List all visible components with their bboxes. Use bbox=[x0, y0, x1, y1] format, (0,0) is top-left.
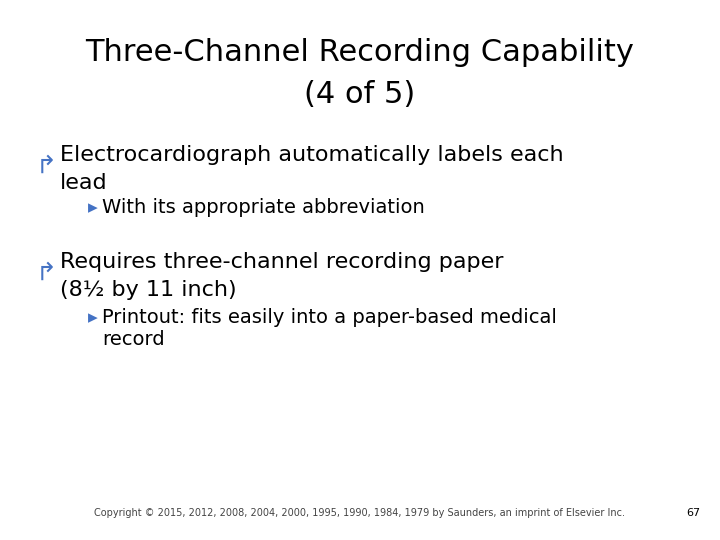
Text: ▸: ▸ bbox=[88, 308, 98, 327]
Text: Copyright © 2015, 2012, 2008, 2004, 2000, 1995, 1990, 1984, 1979 by Saunders, an: Copyright © 2015, 2012, 2008, 2004, 2000… bbox=[94, 508, 626, 518]
Text: ↲: ↲ bbox=[27, 255, 48, 279]
Text: (4 of 5): (4 of 5) bbox=[305, 80, 415, 109]
Text: 67: 67 bbox=[686, 508, 700, 518]
Text: lead: lead bbox=[60, 173, 107, 193]
Text: (8½ by 11 inch): (8½ by 11 inch) bbox=[60, 280, 237, 300]
Text: record: record bbox=[102, 330, 165, 349]
Text: ↲: ↲ bbox=[27, 148, 48, 172]
Text: Electrocardiograph automatically labels each: Electrocardiograph automatically labels … bbox=[60, 145, 564, 165]
Text: Requires three-channel recording paper: Requires three-channel recording paper bbox=[60, 252, 503, 272]
Text: ▸: ▸ bbox=[88, 198, 98, 217]
Text: With its appropriate abbreviation: With its appropriate abbreviation bbox=[102, 198, 425, 217]
Text: Three-Channel Recording Capability: Three-Channel Recording Capability bbox=[86, 38, 634, 67]
Text: Printout: fits easily into a paper-based medical: Printout: fits easily into a paper-based… bbox=[102, 308, 557, 327]
